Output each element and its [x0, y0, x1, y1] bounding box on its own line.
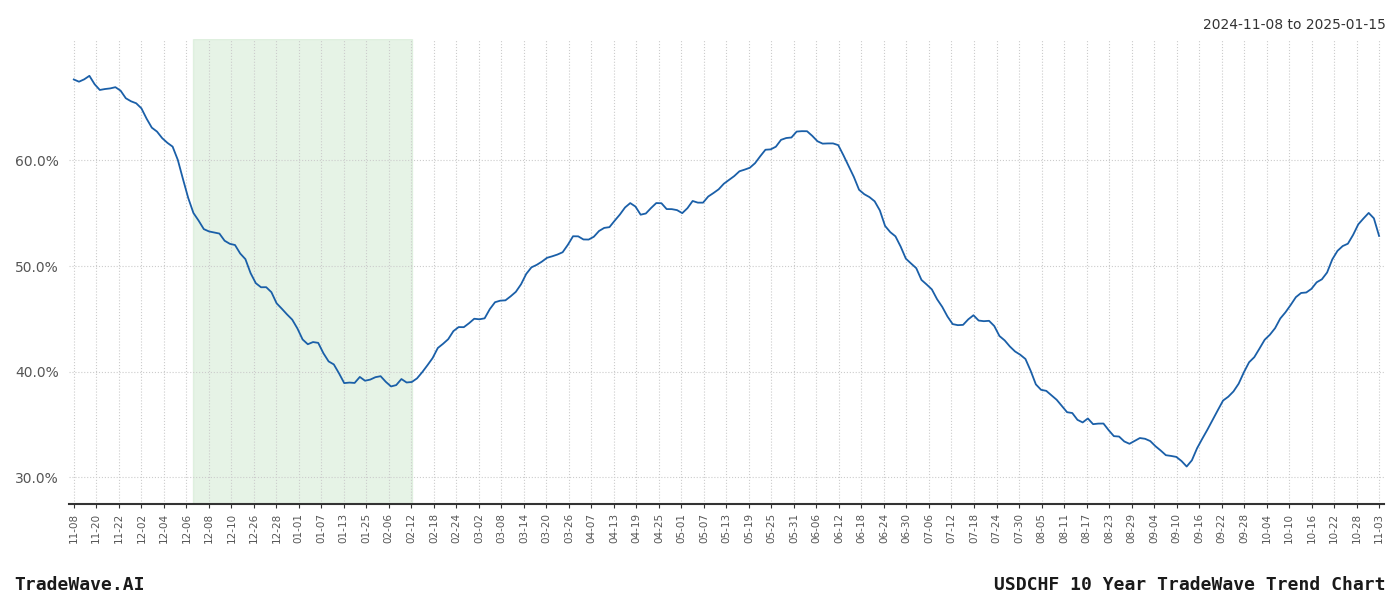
- Bar: [193, 39, 412, 504]
- Text: USDCHF 10 Year TradeWave Trend Chart: USDCHF 10 Year TradeWave Trend Chart: [994, 576, 1386, 594]
- Text: 2024-11-08 to 2025-01-15: 2024-11-08 to 2025-01-15: [1203, 18, 1386, 32]
- Text: TradeWave.AI: TradeWave.AI: [14, 576, 144, 594]
